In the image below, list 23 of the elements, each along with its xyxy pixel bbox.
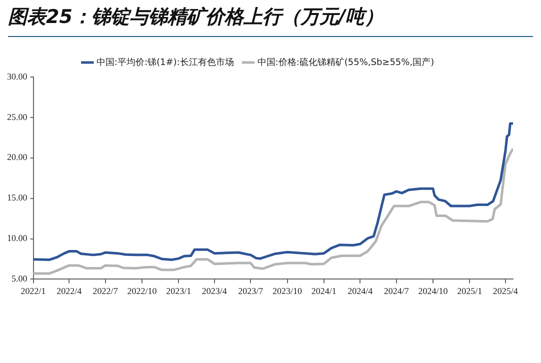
x-tick-label: 2024/7 [384, 286, 410, 296]
x-tick-label: 2024/1 [311, 286, 336, 296]
x-tick-label: 2023/7 [238, 286, 264, 296]
x-tick-label: 2022/7 [92, 286, 118, 296]
x-tick-label: 2025/4 [492, 286, 518, 296]
y-tick-label: 10.00 [7, 233, 28, 244]
legend-label: 中国:平均价:锑(1#):长江有色市场 [96, 56, 234, 68]
y-tick-label: 15.00 [7, 192, 28, 203]
x-tick-label: 2022/1 [20, 286, 46, 296]
y-tick-label: 30.00 [7, 71, 28, 82]
x-tick-label: 2025/1 [457, 286, 482, 296]
x-tick-label: 2023/1 [166, 286, 192, 296]
x-tick-label: 2023/4 [202, 286, 228, 296]
y-tick-label: 25.00 [7, 112, 28, 122]
x-tick-label: 2024/4 [348, 286, 374, 296]
legend-label: 中国:价格:硫化锑精矿(55%,Sb≥55%,国产) [257, 56, 434, 68]
chart-title: 图表25：锑锭与锑精矿价格上行（万元/吨） [8, 4, 533, 37]
x-tick-label: 2022/10 [127, 286, 158, 296]
x-tick-label: 2023/10 [272, 286, 302, 296]
x-tick-label: 2022/4 [56, 286, 82, 296]
x-tick-label: 2024/10 [418, 286, 448, 296]
y-tick-label: 5.00 [12, 274, 28, 284]
y-tick-label: 20.00 [7, 152, 28, 162]
